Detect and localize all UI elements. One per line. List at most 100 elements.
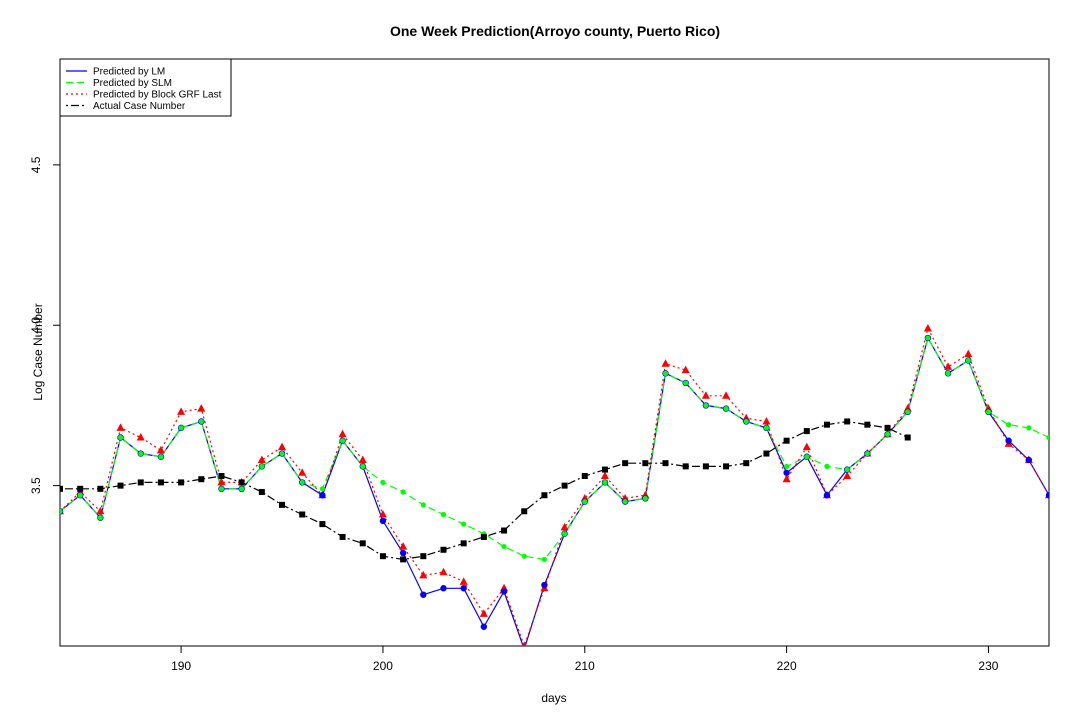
y-axis-label: Log Case Number xyxy=(31,303,45,400)
data-point xyxy=(460,540,467,547)
data-point xyxy=(521,553,527,559)
x-tick-label: 190 xyxy=(171,659,191,673)
data-point xyxy=(763,450,770,457)
data-point xyxy=(1006,422,1012,428)
data-point xyxy=(600,471,609,479)
data-point xyxy=(439,567,448,576)
data-point xyxy=(945,370,951,376)
data-point xyxy=(420,502,426,508)
data-point xyxy=(965,357,971,364)
data-point xyxy=(802,442,811,451)
data-point xyxy=(762,416,771,425)
data-point xyxy=(823,492,831,499)
data-point xyxy=(784,463,790,469)
data-point xyxy=(399,549,407,557)
data-point xyxy=(864,450,870,457)
data-point xyxy=(743,460,750,467)
data-point xyxy=(681,365,690,374)
data-point xyxy=(319,486,325,492)
data-point xyxy=(561,482,568,489)
data-point xyxy=(1026,425,1032,431)
data-point xyxy=(1046,434,1049,441)
data-point xyxy=(905,409,911,415)
axes: 190 200 210 220 230 3.5 4.0 4.5 xyxy=(29,156,999,673)
data-point xyxy=(218,472,225,479)
legend-label: Actual Case Number xyxy=(93,101,186,112)
data-point xyxy=(501,527,508,534)
data-point xyxy=(500,588,508,595)
data-point xyxy=(138,450,144,457)
data-point xyxy=(420,553,427,560)
data-point xyxy=(218,486,225,492)
data-point xyxy=(783,437,790,444)
data-point xyxy=(156,445,165,454)
data-point xyxy=(803,428,810,435)
legend-label: Predicted by Block GRF Last xyxy=(93,90,222,101)
data-point xyxy=(944,362,953,370)
data-point xyxy=(178,425,184,431)
data-point xyxy=(479,609,488,617)
data-point xyxy=(864,421,871,428)
x-tick-label: 200 xyxy=(373,659,393,673)
data-point xyxy=(521,641,527,646)
data-point xyxy=(198,476,205,483)
plot-frame xyxy=(59,58,1050,647)
data-point xyxy=(541,492,548,499)
data-point xyxy=(602,479,608,486)
data-point xyxy=(501,543,507,550)
data-point xyxy=(239,486,245,492)
data-point xyxy=(299,479,305,486)
data-point xyxy=(782,474,791,483)
data-point xyxy=(60,508,63,514)
x-tick-label: 230 xyxy=(978,659,998,673)
data-point xyxy=(400,556,407,563)
data-point xyxy=(178,479,185,486)
data-point xyxy=(682,463,689,470)
data-point xyxy=(339,533,346,540)
data-point xyxy=(158,454,164,460)
data-point xyxy=(824,463,830,469)
y-tick-label: 4.5 xyxy=(29,156,43,173)
data-point xyxy=(177,407,186,415)
data-point xyxy=(823,421,830,428)
data-point xyxy=(1025,456,1033,464)
data-point xyxy=(319,492,326,499)
data-point xyxy=(642,495,648,502)
data-point xyxy=(925,335,931,341)
data-point xyxy=(843,471,852,479)
data-point xyxy=(339,438,346,444)
data-point xyxy=(844,418,851,425)
data-point xyxy=(278,442,287,451)
data-point xyxy=(97,515,103,521)
data-point xyxy=(379,517,387,525)
legend-box xyxy=(59,58,232,117)
series-line xyxy=(60,326,1049,646)
data-point xyxy=(964,349,973,358)
data-point xyxy=(661,359,670,367)
data-point xyxy=(642,460,649,467)
data-point xyxy=(258,489,265,496)
data-point xyxy=(884,424,891,431)
data-point xyxy=(480,533,487,540)
data-point xyxy=(480,623,488,630)
data-point xyxy=(360,463,366,469)
data-point xyxy=(379,553,386,560)
data-point xyxy=(703,402,709,409)
data-point xyxy=(97,485,104,492)
data-point xyxy=(378,509,387,518)
data-point xyxy=(358,455,367,463)
data-point xyxy=(96,506,105,515)
data-point xyxy=(77,492,83,498)
x-tick-label: 220 xyxy=(777,659,797,673)
data-point xyxy=(117,434,124,441)
x-tick-label: 210 xyxy=(575,659,595,673)
data-point xyxy=(359,540,366,547)
data-point xyxy=(420,591,427,598)
data-point xyxy=(217,477,226,486)
data-point xyxy=(683,380,689,386)
data-point xyxy=(581,472,588,479)
data-point xyxy=(884,431,891,437)
data-point xyxy=(1005,437,1012,444)
data-point xyxy=(662,370,669,376)
